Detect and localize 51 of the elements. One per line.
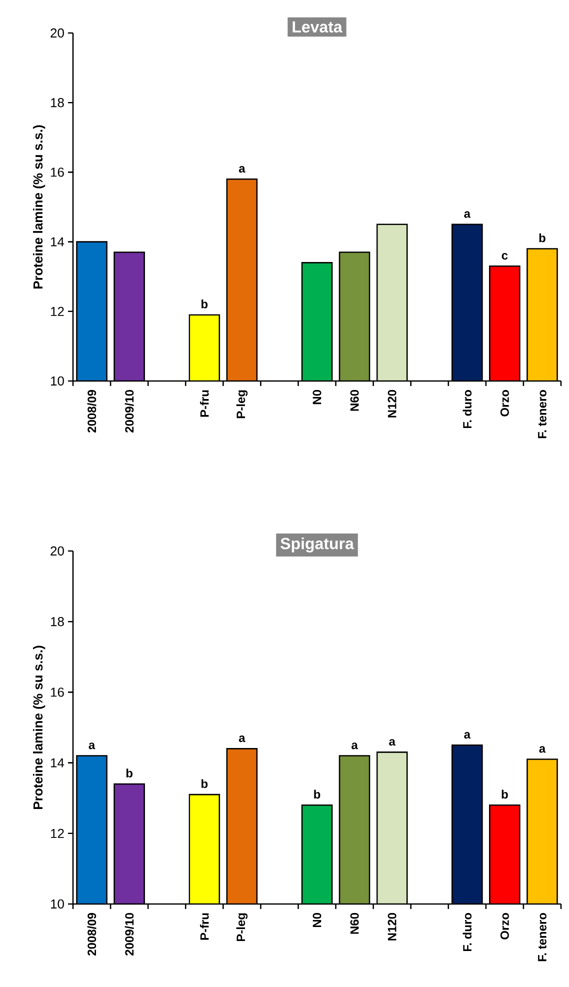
x-tick-label: F. duro	[462, 913, 472, 952]
x-tick-label: N0	[312, 390, 322, 404]
x-tick-label: F. tenero	[538, 913, 546, 962]
y-tick-label: 10	[50, 899, 64, 909]
annotation: b	[502, 790, 508, 799]
annotation: b	[314, 790, 320, 799]
x-tick-label: 2008/09	[87, 390, 96, 432]
x-tick-label: Orzo	[500, 913, 509, 940]
y-tick-label: 14	[50, 237, 64, 246]
x-tick-label: Orzo	[500, 390, 509, 416]
x-tick-label: N60	[350, 390, 359, 411]
y-tick-label: 14	[50, 758, 64, 768]
annotation: b	[202, 300, 208, 308]
y-tick-label: 20	[50, 28, 64, 38]
annotation: a	[238, 166, 246, 173]
annotation: a	[464, 732, 471, 739]
x-tick-label: N120	[388, 390, 396, 418]
y-tick-label: 18	[50, 616, 64, 626]
y-axis-title: Proteine lamine (% su s.s.)	[33, 646, 46, 809]
x-tick-label: P-leg	[236, 390, 248, 418]
x-tick-label: P-leg	[236, 913, 248, 942]
annotation: a	[238, 736, 246, 742]
annotation: c	[502, 253, 508, 260]
annotation: a	[352, 742, 358, 750]
x-tick-label: N120	[388, 913, 396, 940]
x-tick-label: F. duro	[462, 390, 472, 428]
chart-title: Spigatura	[280, 538, 354, 552]
annotation: b	[539, 233, 546, 242]
y-tick-label: 16	[50, 688, 64, 697]
x-tick-label: 2009/10	[124, 390, 134, 432]
chart-title: Levata	[292, 21, 342, 33]
x-tick-label: 2008/09	[87, 912, 96, 956]
x-tick-label: N60	[350, 913, 359, 934]
annotation: b	[126, 768, 132, 778]
x-tick-label: N0	[312, 913, 322, 928]
annotation: a	[464, 211, 471, 218]
x-tick-label: P-fru	[200, 913, 209, 940]
annotation: a	[539, 746, 546, 753]
annotation: a	[389, 739, 396, 746]
y-tick-label: 18	[50, 98, 64, 108]
annotation: b	[202, 779, 208, 788]
annotation: a	[88, 742, 96, 750]
x-tick-label: 2009/10	[124, 913, 134, 956]
y-tick-label: 10	[50, 376, 64, 386]
y-axis-title: Proteine lamine (% su s.s.)	[33, 125, 46, 288]
y-tick-label: 16	[50, 168, 64, 177]
x-tick-label: P-fru	[200, 390, 209, 417]
x-tick-label: F. tenero	[538, 390, 546, 438]
y-tick-label: 12	[50, 306, 64, 316]
y-tick-label: 20	[50, 546, 64, 556]
y-tick-label: 12	[50, 828, 64, 838]
